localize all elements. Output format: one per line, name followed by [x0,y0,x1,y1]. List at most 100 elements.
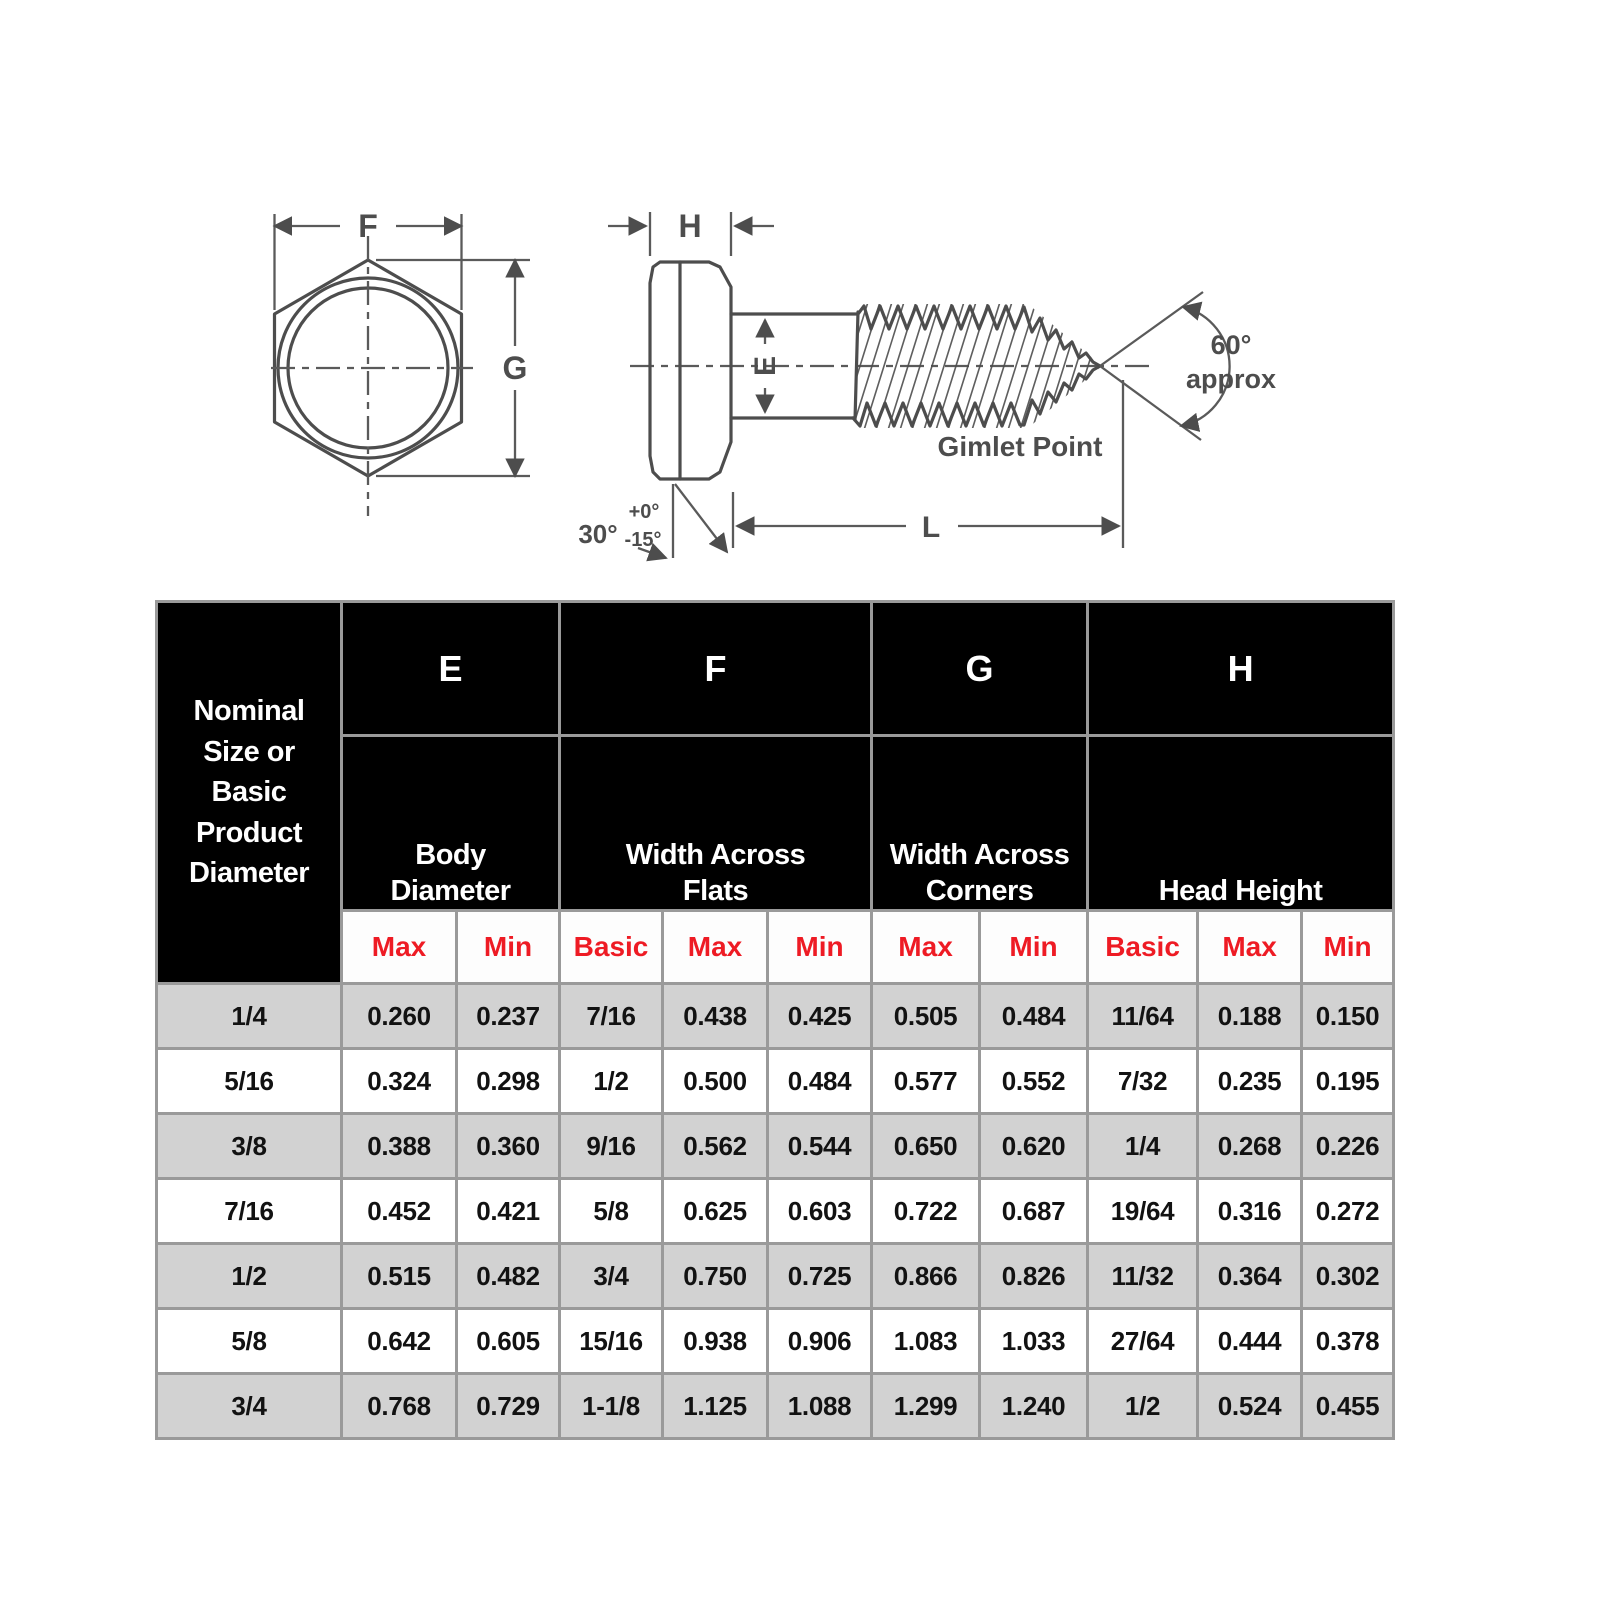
value-cell: 0.500 [661,1047,770,1115]
value-cell: 0.625 [661,1177,770,1245]
lag-screw-dimension-table: Nominal Size or Basic Product Diameter E… [155,600,1396,1440]
hex-head-front-view: F G [271,208,530,516]
value-cell: 1.125 [661,1372,770,1440]
value-cell: 0.298 [454,1047,562,1115]
subheader: Max [1196,909,1304,985]
table-row: 3/4 0.768 0.729 1-1/8 1.125 1.088 1.299 … [155,1372,1396,1440]
value-cell: 0.425 [766,982,874,1050]
g-dimension-label: G [503,350,528,386]
group-name-head-height: Head Height [1086,734,1396,912]
size-cell: 5/16 [155,1047,343,1115]
value-cell: 0.725 [766,1242,874,1310]
value-cell: 0.444 [1196,1307,1304,1375]
head-angle-tol-plus-label: +0° [629,501,660,523]
value-cell: 0.938 [661,1307,770,1375]
subheader-row: Max Min Basic Max Min Max Min Basic Max … [157,909,1396,985]
head-profile [648,260,733,481]
head-angle-tol-minus-label: -15° [625,529,662,551]
value-cell: 0.260 [340,982,458,1050]
table-row: 1/4 0.260 0.237 7/16 0.438 0.425 0.505 0… [155,982,1396,1050]
value-cell: 0.235 [1196,1047,1304,1115]
value-cell: 0.237 [454,982,562,1050]
value-cell: 0.364 [1196,1242,1304,1310]
value-cell: 1/4 [1086,1112,1200,1180]
value-cell: 0.687 [978,1177,1090,1245]
value-cell: 0.195 [1300,1047,1396,1115]
f-dimension-label: F [358,208,378,244]
subheader: Min [978,909,1090,985]
value-cell: 3/4 [558,1242,665,1310]
value-cell: 7/16 [558,982,665,1050]
value-cell: 0.750 [661,1242,770,1310]
value-cell: 0.650 [870,1112,982,1180]
value-cell: 1/2 [558,1047,665,1115]
value-cell: 0.316 [1196,1177,1304,1245]
e-dimension-label: E [749,356,782,376]
group-header-G: G [870,600,1090,737]
value-cell: 0.577 [870,1047,982,1115]
value-cell: 0.302 [1300,1242,1396,1310]
value-cell: 0.515 [340,1242,458,1310]
value-cell: 0.324 [340,1047,458,1115]
value-cell: 0.484 [978,982,1090,1050]
value-cell: 0.388 [340,1112,458,1180]
group-name-width-across-corners: Width Across Corners [870,734,1090,912]
value-cell: 0.505 [870,982,982,1050]
value-cell: 0.552 [978,1047,1090,1115]
bolt-engineering-drawing: F G H [268,188,1278,563]
value-cell: 0.452 [340,1177,458,1245]
value-cell: 11/64 [1086,982,1200,1050]
bolt-side-view: H E [578,208,1276,562]
value-cell: 1-1/8 [558,1372,665,1440]
group-header-H: H [1086,600,1396,737]
value-cell: 0.438 [661,982,770,1050]
value-cell: 0.524 [1196,1372,1304,1440]
value-cell: 0.482 [454,1242,562,1310]
subheader: Min [1300,909,1396,985]
value-cell: 11/32 [1086,1242,1200,1310]
cone-angle-label: 60° [1211,330,1252,360]
group-header-F: F [558,600,874,737]
value-cell: 7/32 [1086,1047,1200,1115]
value-cell: 0.272 [1300,1177,1396,1245]
group-header-E: E [339,600,562,737]
value-cell: 0.378 [1300,1307,1396,1375]
corner-header: Nominal Size or Basic Product Diameter [155,600,343,985]
size-cell: 1/4 [155,982,343,1050]
subheader: Max [661,909,770,985]
value-cell: 0.768 [340,1372,458,1440]
size-cell: 3/4 [155,1372,343,1440]
value-cell: 0.562 [661,1112,770,1180]
size-cell: 5/8 [155,1307,343,1375]
value-cell: 1.088 [766,1372,874,1440]
value-cell: 0.544 [766,1112,874,1180]
table-row: 1/2 0.515 0.482 3/4 0.750 0.725 0.866 0.… [155,1242,1396,1310]
thread-start-line [853,310,860,422]
value-cell: 0.603 [766,1177,874,1245]
subheader: Max [340,909,458,985]
gimlet-point-label: Gimlet Point [938,431,1103,462]
subheader: Min [766,909,874,985]
value-cell: 1.299 [870,1372,982,1440]
subheader: Min [454,909,562,985]
value-cell: 0.455 [1300,1372,1396,1440]
value-cell: 1.033 [978,1307,1090,1375]
value-cell: 0.484 [766,1047,874,1115]
value-cell: 0.226 [1300,1112,1396,1180]
value-cell: 1.083 [870,1307,982,1375]
value-cell: 0.360 [454,1112,562,1180]
size-cell: 1/2 [155,1242,343,1310]
value-cell: 0.826 [978,1242,1090,1310]
value-cell: 9/16 [558,1112,665,1180]
table-row: 5/16 0.324 0.298 1/2 0.500 0.484 0.577 0… [155,1047,1396,1115]
table-row: 7/16 0.452 0.421 5/8 0.625 0.603 0.722 0… [155,1177,1396,1245]
value-cell: 0.620 [978,1112,1090,1180]
value-cell: 0.722 [870,1177,982,1245]
value-cell: 0.188 [1196,982,1304,1050]
head-angle-label: 30° [578,519,617,549]
value-cell: 0.150 [1300,982,1396,1050]
size-cell: 3/8 [155,1112,343,1180]
size-cell: 7/16 [155,1177,343,1245]
value-cell: 1/2 [1086,1372,1200,1440]
